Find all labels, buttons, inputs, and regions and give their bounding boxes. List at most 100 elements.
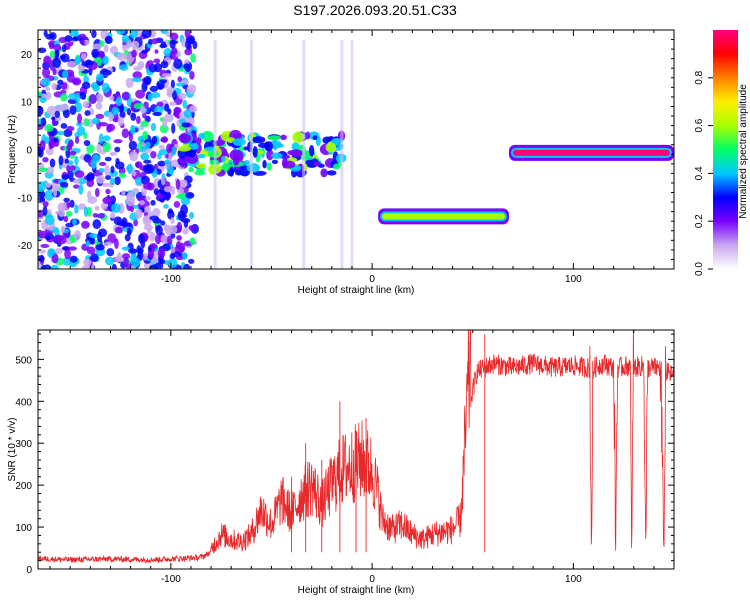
noise-blob <box>69 105 77 116</box>
signal-blob <box>220 156 226 163</box>
noise-blob <box>111 203 121 213</box>
noise-blob <box>115 30 126 35</box>
noise-blob <box>160 177 166 186</box>
noise-blob <box>67 60 77 68</box>
noise-blob <box>143 252 148 261</box>
noise-blob <box>145 141 151 149</box>
noise-blob <box>81 264 92 269</box>
signal-blob <box>232 138 246 147</box>
noise-blob <box>142 130 149 140</box>
signal-blob <box>308 144 315 157</box>
noise-blob <box>41 93 47 99</box>
noise-blob <box>95 175 106 184</box>
noise-blob <box>54 247 63 254</box>
noise-blob <box>114 226 123 234</box>
noise-blob <box>94 187 100 198</box>
noise-blob <box>38 47 47 54</box>
noise-blob <box>58 209 66 217</box>
signal-blob <box>180 161 185 168</box>
noise-blob <box>98 228 108 238</box>
noise-blob <box>50 264 60 269</box>
noise-blob <box>38 167 49 172</box>
noise-blob <box>74 170 85 178</box>
noise-blob <box>88 93 97 105</box>
noise-blob <box>109 45 119 55</box>
noise-blob <box>128 140 138 151</box>
noise-blob <box>119 111 126 119</box>
noise-blob <box>101 82 110 94</box>
noise-blob <box>101 55 109 65</box>
noise-blob <box>164 103 170 112</box>
noise-blob <box>74 30 79 37</box>
y-tick-label: 10 <box>21 98 33 109</box>
noise-blob <box>130 124 136 136</box>
noise-blob <box>164 159 170 166</box>
noise-blob <box>84 118 90 127</box>
noise-blob <box>189 105 198 113</box>
signal-blob <box>271 159 279 164</box>
noise-blob <box>143 164 153 175</box>
noise-blob <box>49 158 56 168</box>
noise-blob <box>153 58 161 64</box>
noise-blob <box>132 188 140 194</box>
y-tick-label: 0 <box>26 146 32 157</box>
noise-blob <box>180 204 189 216</box>
noise-blob <box>46 225 55 231</box>
noise-blob <box>38 249 47 254</box>
noise-blob <box>116 52 127 61</box>
colorbar-label: Normalized spectral amplitude <box>738 84 749 219</box>
noise-blob <box>110 165 115 174</box>
noise-blob <box>121 44 128 52</box>
noise-blob <box>69 164 76 171</box>
noise-blob <box>132 71 143 79</box>
noise-blob <box>83 75 90 84</box>
noise-blob <box>184 48 193 56</box>
y-tick-label: 500 <box>15 355 32 366</box>
noise-blob <box>182 227 189 235</box>
signal-blob <box>232 154 240 166</box>
noise-blob <box>126 195 136 207</box>
snr-series <box>38 330 674 564</box>
noise-blob <box>164 259 170 266</box>
noise-blob <box>44 182 52 188</box>
x-tick-label: 0 <box>369 274 375 285</box>
signal-blob <box>204 146 217 152</box>
noise-blob <box>96 143 102 153</box>
noise-blob <box>67 98 78 105</box>
noise-blob <box>114 238 119 250</box>
y-tick-label: 400 <box>15 397 32 408</box>
y-tick-label: -20 <box>18 241 33 252</box>
noise-blob <box>48 249 56 257</box>
noise-blob <box>115 157 120 165</box>
noise-blob <box>102 135 111 142</box>
noise-blob <box>65 222 75 228</box>
noise-blob <box>150 92 161 99</box>
noise-blob <box>53 186 58 198</box>
noise-blob <box>167 257 178 268</box>
signal-blob <box>188 166 194 173</box>
noise-blob <box>152 208 161 217</box>
noise-blob <box>94 205 100 211</box>
signal-blob <box>332 163 340 170</box>
noise-blob <box>130 40 140 49</box>
signal-blob <box>178 133 192 144</box>
signal-blob <box>312 135 318 141</box>
noise-blob <box>86 206 92 217</box>
noise-blob <box>151 136 158 145</box>
noise-blob <box>38 230 48 239</box>
plot-frame <box>37 29 675 270</box>
noise-blob <box>64 158 69 164</box>
noise-blob <box>78 203 87 211</box>
noise-blob <box>135 89 146 99</box>
noise-blob <box>150 257 159 264</box>
noise-blob <box>157 160 167 167</box>
noise-blob <box>192 40 198 50</box>
noise-blob <box>160 60 169 69</box>
noise-blob <box>129 30 139 39</box>
noise-blob <box>42 201 49 208</box>
noise-blob <box>38 105 44 117</box>
noise-blob <box>167 235 173 246</box>
noise-blob <box>46 209 52 216</box>
noise-blob <box>163 186 173 193</box>
noise-blob <box>127 163 133 175</box>
